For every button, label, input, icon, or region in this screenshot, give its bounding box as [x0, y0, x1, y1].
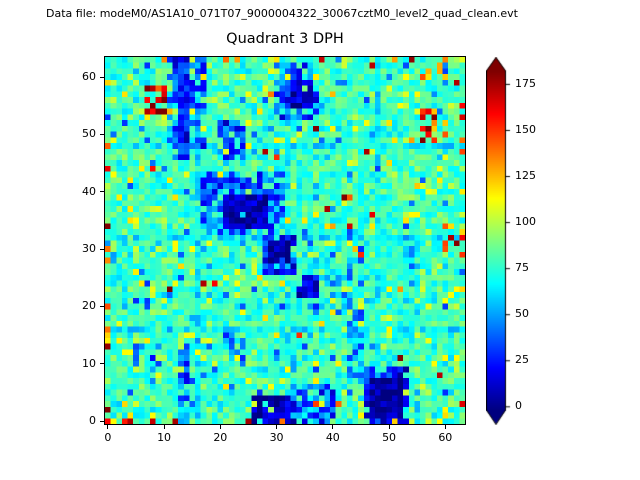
colorbar-tick-label: 25	[515, 353, 529, 367]
y-tick	[100, 305, 104, 307]
y-tick	[100, 420, 104, 422]
y-tick	[100, 191, 104, 193]
x-tick-label: 30	[269, 431, 284, 444]
x-tick-label: 40	[325, 431, 340, 444]
x-tick-label: 20	[213, 431, 228, 444]
y-tick-label: 0	[89, 414, 96, 428]
colorbar-tick-label: 100	[515, 215, 536, 229]
data-file-label: Data file: modeM0/AS1A10_071T07_90000043…	[46, 7, 518, 20]
y-tick-label: 30	[82, 242, 96, 256]
x-tick	[219, 425, 221, 429]
x-tick	[163, 425, 165, 429]
x-tick	[276, 425, 278, 429]
y-tick	[100, 76, 104, 78]
x-tick	[332, 425, 334, 429]
x-tick	[388, 425, 390, 429]
y-tick-label: 60	[82, 70, 96, 84]
y-tick-label: 40	[82, 184, 96, 198]
colorbar-tick-label: 0	[515, 399, 522, 413]
colorbar-tick-label: 175	[515, 76, 536, 90]
y-tick	[100, 248, 104, 250]
x-tick-label: 60	[438, 431, 453, 444]
y-tick-label: 20	[82, 299, 96, 313]
x-tick-label: 10	[157, 431, 172, 444]
x-tick-label: 50	[382, 431, 397, 444]
heatmap-canvas	[105, 57, 465, 424]
colorbar	[486, 57, 511, 425]
y-tick-label: 10	[82, 356, 96, 370]
colorbar-tick-label: 50	[515, 307, 529, 321]
y-tick-label: 50	[82, 127, 96, 141]
x-tick-label: 0	[104, 431, 112, 444]
colorbar-tick-label: 75	[515, 261, 529, 275]
colorbar-tick-label: 125	[515, 169, 536, 183]
chart-title: Quadrant 3 DPH	[226, 31, 344, 47]
y-tick	[100, 363, 104, 365]
x-tick	[107, 425, 109, 429]
heatmap-plot-area	[104, 56, 466, 425]
y-tick	[100, 133, 104, 135]
x-tick	[444, 425, 446, 429]
colorbar-tick-label: 150	[515, 122, 536, 136]
